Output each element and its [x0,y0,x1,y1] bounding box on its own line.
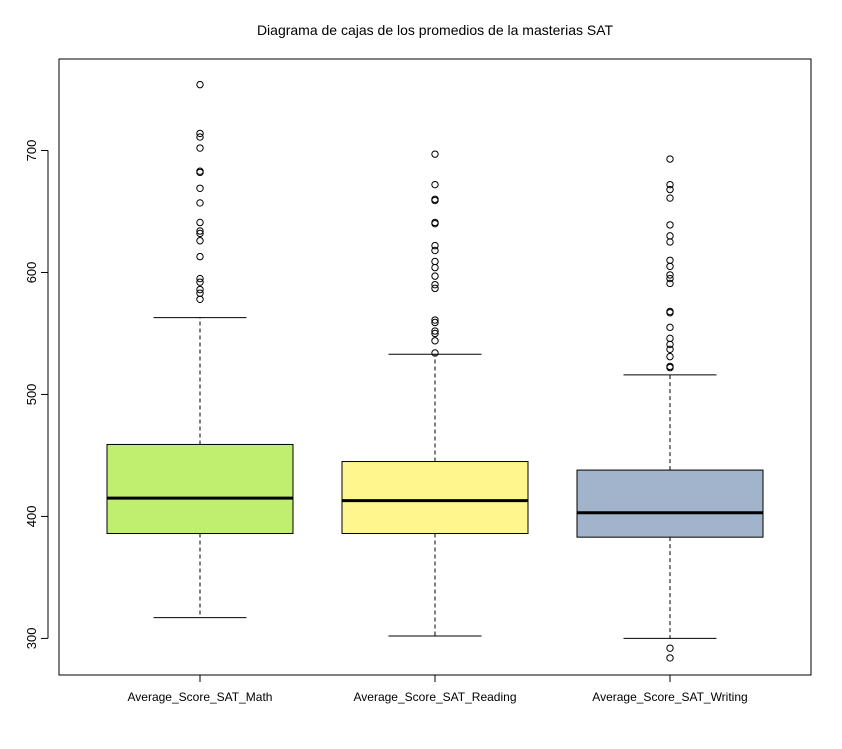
outlier-point [666,352,674,361]
outlier-point [666,238,674,246]
outlier-point [196,168,204,177]
iqr-box [576,469,764,538]
outlier-point [431,196,439,205]
outlier-point [666,271,674,279]
outlier-point [196,199,204,207]
outlier-point [196,278,204,286]
outlier-point [196,184,204,192]
outlier-point [666,340,674,349]
outlier-point [431,272,439,280]
outlier-point [196,274,204,283]
outlier-point [196,237,204,245]
outlier-point [666,323,674,332]
outlier-point [666,155,674,163]
outlier-point [196,218,204,227]
outlier-point [666,279,674,288]
outlier-point [431,241,439,250]
chart-title: Diagrama de cajas de los promedios de la… [257,22,614,38]
outlier-point [431,316,439,324]
outlier-point [196,129,204,138]
y-tick-label: 500 [24,384,39,406]
outlier-point [666,180,674,189]
outlier-point [196,80,204,89]
outlier-point [431,150,439,158]
outlier-point [666,232,674,240]
outlier-point [431,327,439,335]
outlier-point [666,334,674,343]
outlier-point [431,349,439,357]
outlier-point [196,285,204,294]
outlier-point [431,329,439,338]
outlier-point [666,274,674,283]
outlier-point [196,227,204,235]
x-axis: Average_Score_SAT_Math Average_Score_SAT_… [128,674,748,704]
x-tick-label: Average_Score_SAT_Math [128,690,273,704]
outlier-point [431,337,439,345]
outlier-point [431,263,439,272]
boxes-layer [106,80,764,662]
outlier-point [196,144,204,152]
outlier-point [666,309,674,317]
outlier-point [196,133,204,141]
y-tick-label: 400 [24,506,39,528]
outlier-point [666,654,674,662]
outlier-point [196,229,204,238]
outlier-point [666,345,674,354]
y-tick-label: 600 [24,262,39,284]
outlier-point [431,246,439,255]
outlier-point [666,194,674,202]
outlier-point [666,256,674,264]
x-tick-label: Average_Score_SAT_Writing [592,690,747,704]
x-tick-label: Average_Score_SAT_Reading [354,690,517,704]
outlier-point [431,180,439,189]
box-1 [106,80,294,619]
outlier-point [666,185,674,194]
outlier-point [196,295,204,304]
y-tick-label: 300 [24,628,39,650]
outlier-point [431,257,439,266]
iqr-box [106,443,294,535]
outlier-point [666,221,674,229]
outlier-point [431,318,439,327]
outlier-point [431,284,439,293]
iqr-box [341,461,529,535]
outlier-point [431,219,439,228]
outlier-point [666,644,674,652]
outlier-point [431,280,439,289]
outlier-point [666,262,674,271]
box-2 [341,150,529,637]
box-3 [576,155,764,662]
outlier-point [196,252,204,261]
y-tick-label: 700 [24,140,39,162]
outlier-point [666,363,674,372]
y-axis: 300 400 500 600 700 [24,140,49,650]
